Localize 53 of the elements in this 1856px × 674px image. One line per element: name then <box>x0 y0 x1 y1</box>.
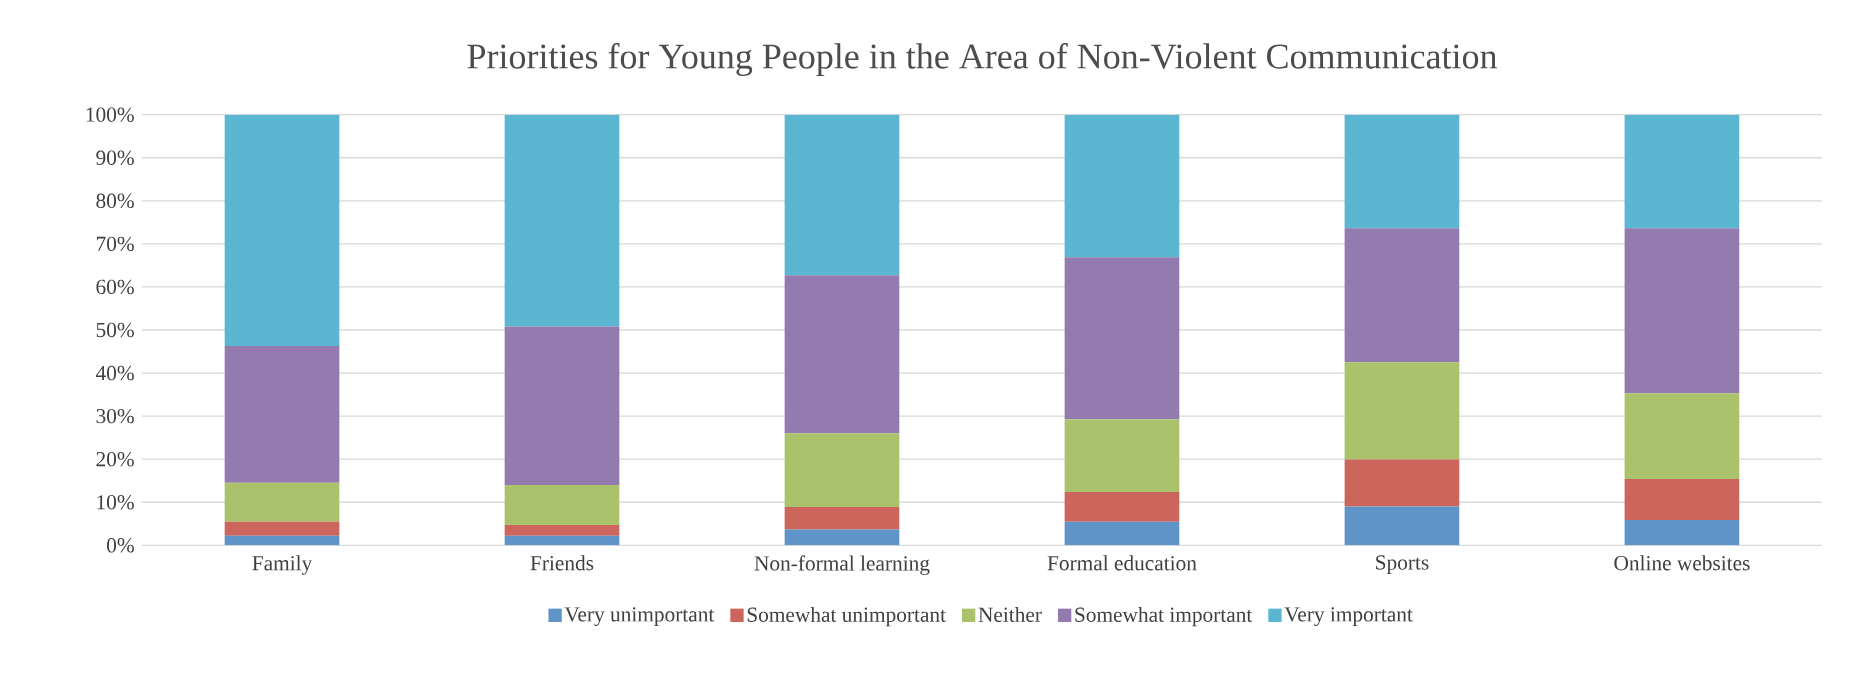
bar <box>224 535 340 546</box>
bar <box>784 506 900 530</box>
legend-label: Somewhat unimportant <box>747 606 946 627</box>
legend-label: Neither <box>978 606 1042 622</box>
legend-label: Somewhat important <box>1075 606 1253 627</box>
bar <box>224 482 340 522</box>
bar <box>1064 257 1180 420</box>
bar <box>1064 419 1180 492</box>
bar <box>1344 506 1460 546</box>
y-tick-label: 10% <box>97 495 134 510</box>
bar <box>1344 362 1460 460</box>
y-tick-label: 50% <box>96 322 134 338</box>
y-tick-label: 80% <box>96 193 134 209</box>
bar <box>504 485 620 526</box>
bar <box>1624 393 1740 479</box>
y-tick-label: 40% <box>95 365 134 381</box>
y-tick-label: 100% <box>86 107 134 122</box>
bar <box>1344 114 1460 229</box>
bar <box>1344 459 1460 507</box>
legend-label: Very unimportant <box>564 607 715 626</box>
chart-title: Priorities for Young People in the Area of Non-Violent Communication <box>467 43 1498 77</box>
bar <box>504 114 620 327</box>
bar <box>224 345 340 483</box>
bar <box>784 529 900 546</box>
bar <box>224 521 340 536</box>
x-tick-label: Non-formal learning <box>754 555 930 575</box>
bar <box>1624 114 1740 229</box>
x-tick-label: Friends <box>530 555 594 571</box>
bar <box>224 114 340 346</box>
x-tick-label: Online websites <box>1614 555 1750 571</box>
y-tick-label: 70% <box>96 236 134 252</box>
y-tick-label: 30% <box>96 408 134 424</box>
bar <box>784 433 900 507</box>
legend-label: Very important <box>1284 607 1413 626</box>
bar <box>1064 491 1180 522</box>
bar <box>1624 479 1740 520</box>
x-tick-label: Family <box>252 555 313 575</box>
y-tick-label: 0% <box>107 538 134 553</box>
y-tick-label: 20% <box>96 451 134 467</box>
x-tick-label: Formal education <box>1047 555 1197 571</box>
bar <box>784 275 900 434</box>
x-tick-label: Sports <box>1376 555 1429 575</box>
bar <box>784 114 900 276</box>
bar <box>1064 114 1180 258</box>
bar <box>504 525 620 536</box>
bar <box>504 326 620 486</box>
bar <box>1064 521 1180 546</box>
bar <box>1344 228 1460 363</box>
bar <box>1624 228 1740 394</box>
bar <box>1624 519 1740 546</box>
y-tick-label: 60% <box>96 279 134 295</box>
y-tick-label: 90% <box>96 150 134 165</box>
bar <box>504 535 620 546</box>
